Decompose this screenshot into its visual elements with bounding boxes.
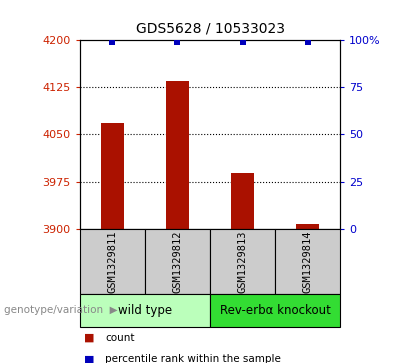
Bar	[275, 229, 340, 294]
Text: GSM1329811: GSM1329811	[108, 230, 117, 293]
Text: GSM1329813: GSM1329813	[238, 230, 247, 293]
Bar	[296, 224, 319, 229]
Text: GSM1329814: GSM1329814	[303, 230, 312, 293]
Bar	[101, 123, 124, 229]
Text: GSM1329812: GSM1329812	[173, 230, 182, 293]
Bar	[80, 229, 145, 294]
Text: ■: ■	[84, 333, 94, 343]
Text: Rev-erbα knockout: Rev-erbα knockout	[220, 304, 331, 317]
Text: genotype/variation  ▶: genotype/variation ▶	[4, 305, 118, 315]
Title: GDS5628 / 10533023: GDS5628 / 10533023	[136, 22, 284, 36]
Text: count: count	[105, 333, 134, 343]
Bar	[145, 229, 210, 294]
Text: percentile rank within the sample: percentile rank within the sample	[105, 354, 281, 363]
Bar	[210, 229, 275, 294]
Text: wild type: wild type	[118, 304, 172, 317]
Text: ■: ■	[84, 354, 94, 363]
Bar	[231, 173, 254, 229]
Bar	[80, 294, 210, 327]
Bar	[210, 294, 340, 327]
Bar	[166, 81, 189, 229]
